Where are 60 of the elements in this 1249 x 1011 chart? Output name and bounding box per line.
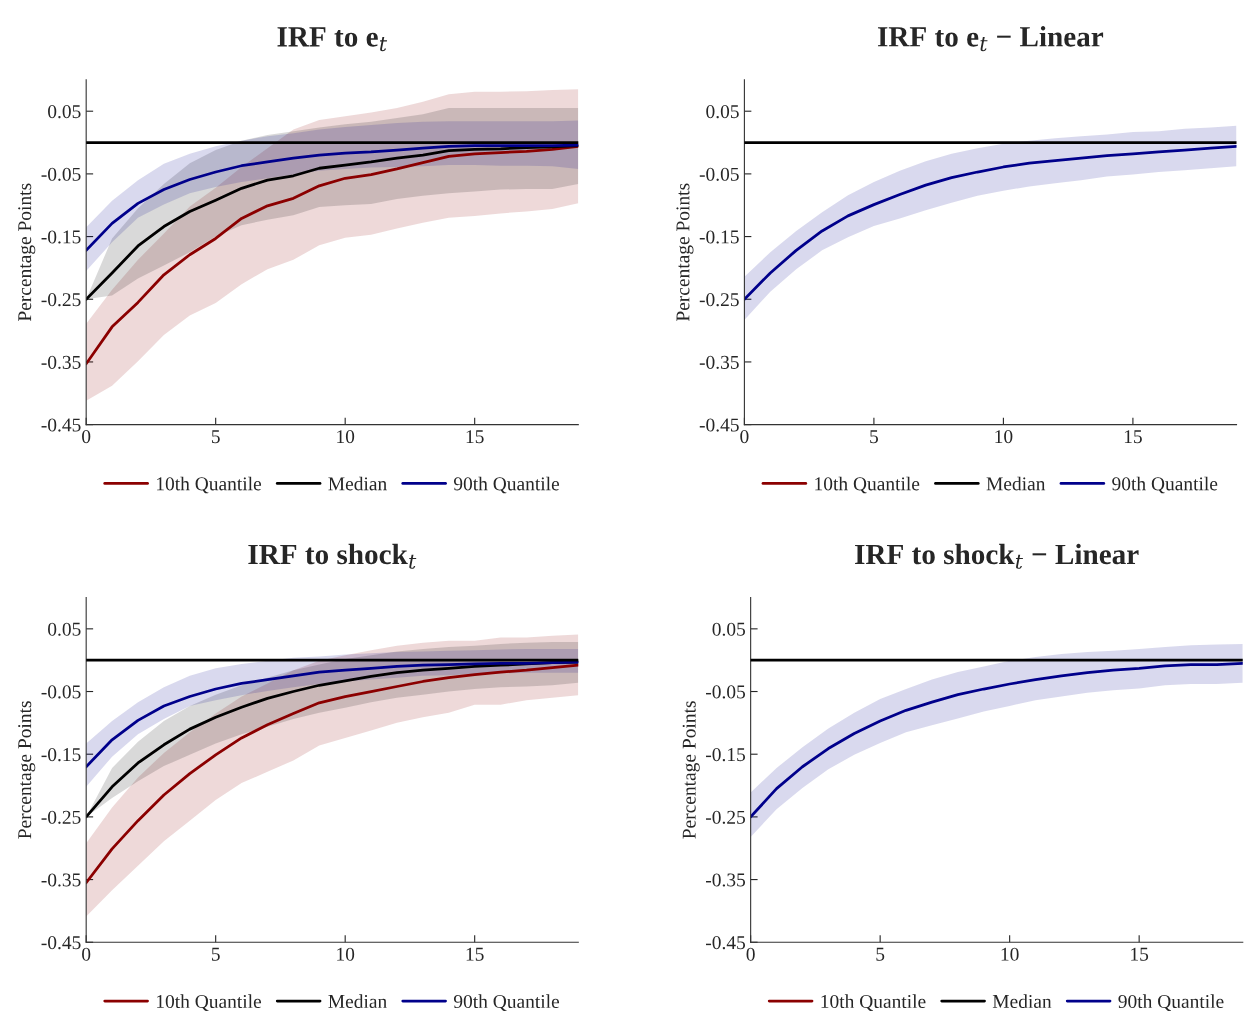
y-tick-label: -0.45 [41, 936, 81, 950]
y-tick-label: -0.35 [706, 873, 746, 887]
y-tick-label: -0.15 [706, 748, 746, 762]
x-tick-label: 0 [82, 430, 91, 444]
x-tick-label: 0 [740, 430, 749, 444]
x-tick-label: 5 [211, 430, 220, 444]
y-tick-label: -0.05 [706, 685, 746, 699]
legend-label: 10th Quantile [821, 994, 926, 1011]
legend-label: 90th Quantile [453, 994, 560, 1011]
x-tick-label: 15 [1131, 947, 1149, 961]
y-tick-label: -0.45 [41, 418, 81, 432]
legend-label: 90th Quantile [1112, 476, 1218, 494]
x-tick-label: 0 [82, 947, 91, 961]
x-tick-label: 15 [466, 430, 484, 444]
legend-label: Median [328, 476, 387, 491]
chart-title: IRF to shock$_{t}$ − Linear [855, 543, 1139, 569]
legend-label: 90th Quantile [1118, 994, 1224, 1011]
y-tick-label: -0.15 [699, 230, 739, 244]
y-tick-label: -0.05 [41, 167, 81, 181]
y-tick-label: -0.35 [41, 873, 81, 887]
legend-label: 10th Quantile [815, 476, 920, 494]
x-tick-label: 5 [876, 947, 885, 961]
x-tick-label: 0 [746, 947, 755, 961]
y-tick-label: 0.05 [712, 622, 746, 636]
y-tick-label: -0.25 [699, 293, 739, 307]
y-tick-label: -0.45 [699, 418, 739, 432]
y-tick-label: 0.05 [48, 622, 81, 636]
legend-label: Median [328, 994, 387, 1009]
y-tick-label: -0.05 [699, 167, 739, 181]
y-tick-label: 0.05 [48, 105, 81, 119]
x-tick-label: 15 [466, 947, 484, 961]
y-tick-label: -0.05 [41, 685, 81, 699]
legend-label: 90th Quantile [453, 476, 560, 494]
x-tick-label: 5 [870, 430, 879, 444]
y-tick-label: -0.25 [706, 810, 746, 824]
legend-label: Median [992, 994, 1052, 1009]
y-tick-label: -0.15 [41, 230, 81, 244]
y-tick-label: -0.35 [41, 355, 81, 369]
legend-label: 10th Quantile [157, 994, 262, 1011]
x-tick-label: 10 [995, 430, 1013, 444]
y-axis-title: Percentage Points [18, 701, 36, 839]
y-tick-label: -0.25 [41, 810, 81, 824]
x-tick-label: 10 [337, 430, 355, 444]
y-axis-title: Percentage Points [682, 701, 700, 839]
legend-label: 10th Quantile [157, 476, 262, 494]
y-tick-label: 0.05 [706, 105, 739, 119]
legend-label: Median [986, 476, 1046, 491]
x-tick-label: 15 [1124, 430, 1142, 444]
y-tick-label: -0.45 [706, 936, 746, 950]
y-tick-label: -0.15 [41, 748, 81, 762]
y-axis-title: Percentage Points [18, 183, 36, 322]
y-tick-label: -0.25 [41, 293, 81, 307]
y-axis-title: Percentage Points [676, 183, 694, 322]
x-tick-label: 10 [1001, 947, 1019, 961]
chart-title: IRF to e$_{t}$ [277, 27, 388, 52]
y-tick-label: -0.35 [699, 355, 739, 369]
chart-title: IRF to shock$_{t}$ [248, 543, 417, 569]
x-tick-label: 5 [211, 947, 220, 961]
x-tick-label: 10 [337, 947, 355, 961]
chart-title: IRF to e$_{t}$ − Linear [877, 26, 1104, 52]
